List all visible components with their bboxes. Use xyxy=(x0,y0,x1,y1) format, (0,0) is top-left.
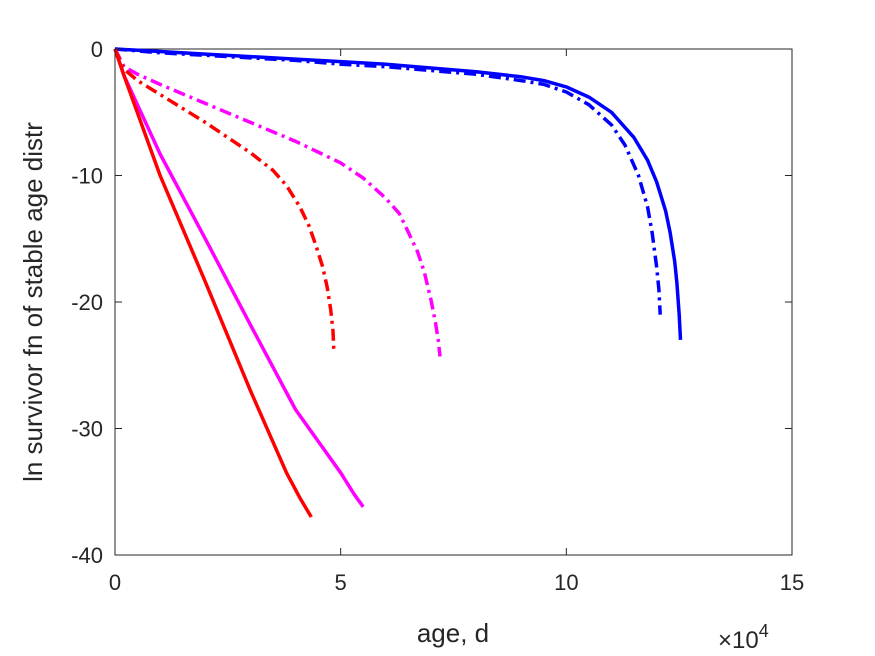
series-line-5 xyxy=(113,48,365,508)
series-line-3 xyxy=(113,48,442,357)
series-line-4 xyxy=(113,48,336,353)
x-tick-label: 15 xyxy=(780,570,804,595)
x-tick-label: 0 xyxy=(109,570,121,595)
y-tick-label: -40 xyxy=(71,543,103,568)
series-layer xyxy=(113,47,683,518)
plot-area xyxy=(114,48,793,556)
x-exponent-label: ×104 xyxy=(718,621,769,654)
series-line-2 xyxy=(114,47,662,315)
series-line-1 xyxy=(114,47,683,340)
y-tick-label: -20 xyxy=(71,290,103,315)
tick-layer: 0 5 10 15 0 -10 -20 -30 -40 xyxy=(71,37,804,595)
x-tick-label: 10 xyxy=(554,570,578,595)
y-axis-title: ln survivor fn of stable age distr xyxy=(18,122,48,482)
series-line-6 xyxy=(113,48,313,518)
x-exponent-power: 4 xyxy=(759,621,769,641)
y-tick-label: -30 xyxy=(71,417,103,442)
x-tick-label: 5 xyxy=(335,570,347,595)
y-tick-label: -10 xyxy=(71,164,103,189)
y-tick-label: 0 xyxy=(91,37,103,62)
x-axis-title: age, d xyxy=(417,618,489,648)
x-exponent-base: ×10 xyxy=(718,627,759,654)
